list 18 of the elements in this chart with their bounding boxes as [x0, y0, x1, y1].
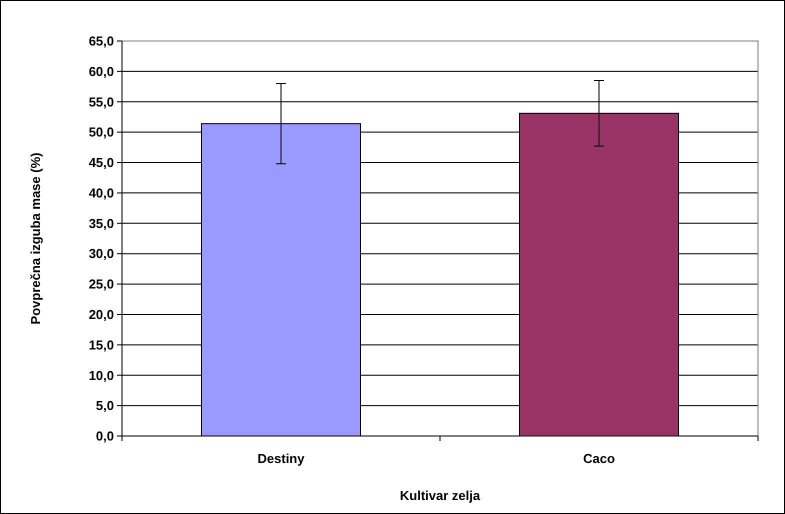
y-tick-label: 0,0 — [96, 428, 114, 444]
y-tick-label: 35,0 — [88, 216, 114, 231]
y-tick-label: 15,0 — [88, 337, 114, 352]
y-tick-label: 45,0 — [88, 155, 114, 170]
x-tick-label: Destiny — [258, 451, 306, 466]
y-tick-label: 40,0 — [88, 185, 114, 200]
y-tick-label: 65,0 — [88, 34, 114, 49]
x-tick-label: Caco — [583, 451, 615, 466]
y-axis-title: Povprečna izguba mase (%) — [28, 152, 43, 324]
y-tick-label: 10,0 — [88, 368, 114, 383]
y-tick-label: 25,0 — [88, 276, 114, 292]
y-tick-label: 55,0 — [88, 94, 114, 110]
y-tick-label: 5,0 — [96, 398, 114, 414]
y-tick-label: 30,0 — [88, 246, 114, 262]
y-tick-label: 20,0 — [88, 307, 114, 322]
y-tick-label: 50,0 — [88, 124, 114, 140]
x-axis-title: Kultivar zelja — [400, 488, 481, 503]
y-tick-label: 60,0 — [88, 64, 114, 79]
